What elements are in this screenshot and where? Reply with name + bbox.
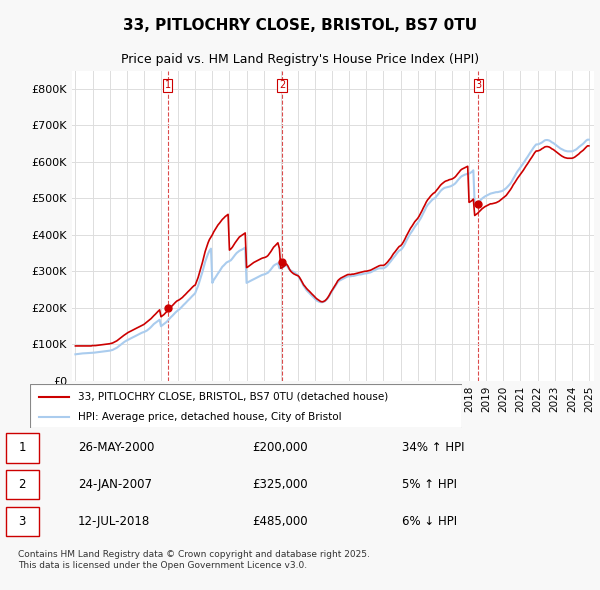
Text: Price paid vs. HM Land Registry's House Price Index (HPI): Price paid vs. HM Land Registry's House … (121, 53, 479, 66)
FancyBboxPatch shape (6, 507, 39, 536)
Text: 24-JAN-2007: 24-JAN-2007 (78, 478, 152, 491)
Text: 26-MAY-2000: 26-MAY-2000 (78, 441, 154, 454)
Text: 3: 3 (475, 80, 481, 90)
FancyBboxPatch shape (30, 384, 462, 428)
Text: 34% ↑ HPI: 34% ↑ HPI (402, 441, 464, 454)
Text: 12-JUL-2018: 12-JUL-2018 (78, 516, 150, 529)
Text: 33, PITLOCHRY CLOSE, BRISTOL, BS7 0TU (detached house): 33, PITLOCHRY CLOSE, BRISTOL, BS7 0TU (d… (77, 392, 388, 402)
FancyBboxPatch shape (6, 433, 39, 463)
Text: 33, PITLOCHRY CLOSE, BRISTOL, BS7 0TU: 33, PITLOCHRY CLOSE, BRISTOL, BS7 0TU (123, 18, 477, 32)
Text: £200,000: £200,000 (252, 441, 308, 454)
Text: Contains HM Land Registry data © Crown copyright and database right 2025.
This d: Contains HM Land Registry data © Crown c… (18, 550, 370, 569)
Text: 6% ↓ HPI: 6% ↓ HPI (402, 516, 457, 529)
Text: 1: 1 (19, 441, 26, 454)
Text: 2: 2 (19, 478, 26, 491)
FancyBboxPatch shape (6, 470, 39, 500)
Text: HPI: Average price, detached house, City of Bristol: HPI: Average price, detached house, City… (77, 412, 341, 422)
Text: 5% ↑ HPI: 5% ↑ HPI (402, 478, 457, 491)
Text: 1: 1 (165, 80, 171, 90)
Text: £485,000: £485,000 (252, 516, 308, 529)
Text: 3: 3 (19, 516, 26, 529)
Text: £325,000: £325,000 (252, 478, 308, 491)
Text: 2: 2 (279, 80, 285, 90)
